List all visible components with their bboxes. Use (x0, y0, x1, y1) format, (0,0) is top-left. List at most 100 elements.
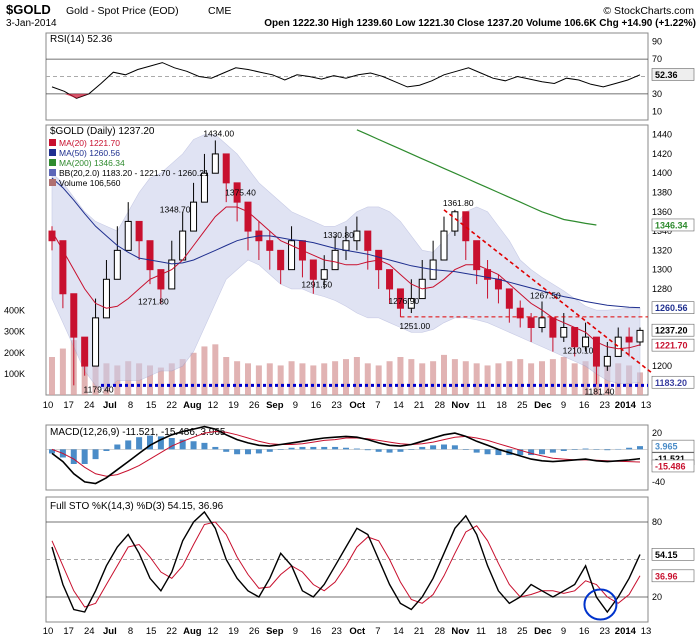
rsi-ytick: 70 (652, 54, 662, 64)
macd-value-tag: -11.521 (655, 454, 685, 464)
macd-histogram-bar (560, 449, 567, 451)
candle-body (288, 240, 296, 271)
macd-histogram-bar (212, 446, 219, 450)
bollinger-band (51, 134, 641, 391)
candle-body (157, 269, 165, 290)
sto-xlabel: 26 (249, 626, 260, 637)
macd-histogram-bar (539, 449, 545, 455)
candle-body (266, 240, 274, 251)
macd-histogram-bar (136, 437, 143, 450)
price-annotation: 1271.80 (138, 297, 169, 307)
volume-bar (430, 361, 437, 395)
sto-xlabel: 23 (331, 626, 342, 637)
price-xlabel: 23 (331, 400, 342, 411)
price-legend-item: BB(20,2.0) 1183.20 - 1221.70 - 1260.21 (59, 168, 209, 178)
sto-ytick: 80 (652, 517, 662, 527)
sto-xlabel: 15 (146, 626, 157, 637)
price-value-tag: 1183.20 (655, 378, 687, 388)
sto-xlabel: 19 (228, 626, 239, 637)
price-value-tag: 1346.34 (655, 220, 688, 230)
volume-bar (321, 363, 328, 395)
macd-histogram-bar (637, 446, 643, 450)
macd-histogram-bar (604, 449, 611, 451)
volume-bar (332, 361, 339, 395)
price-ytick: 1200 (652, 361, 672, 371)
quote-date: 3-Jan-2014 (6, 18, 57, 29)
candle-body (625, 336, 633, 343)
macd-line (51, 425, 641, 485)
macd-histogram-bar (517, 449, 524, 456)
price-xlabel: 13 (641, 400, 652, 411)
volume-bar (419, 363, 426, 395)
candle-body (440, 230, 448, 261)
candle-body (636, 329, 644, 343)
rsi-value-tag-box (651, 68, 695, 81)
sto-xlabel: 8 (128, 626, 133, 637)
price-legend-item: Volume 106,560 (59, 178, 121, 188)
sto-xlabel: 9 (293, 626, 298, 637)
volume-bar (441, 354, 447, 395)
macd-histogram-bar (255, 449, 262, 454)
sto-k-line (51, 510, 641, 614)
volume-bar (223, 357, 230, 395)
macd-histogram-bar (528, 449, 535, 456)
candle-body (331, 249, 339, 271)
candle-body (407, 298, 415, 309)
macd-title: MACD(12,26,9) -11.521, -15.486, 3.965 (50, 427, 226, 438)
macd-histogram-bar (386, 449, 393, 453)
volume-bar (495, 363, 502, 395)
volume-bar (473, 363, 480, 395)
price-ytick: 1420 (652, 149, 672, 159)
legend-swatch (49, 169, 56, 176)
resistance-trendline (443, 209, 654, 375)
price-ytick: 1280 (652, 284, 672, 294)
volume-bar (517, 359, 524, 395)
candle-body (190, 201, 198, 232)
candle-body (168, 259, 176, 290)
sto-xlabel: Jul (103, 626, 117, 637)
candle-body (473, 240, 481, 271)
volume-bar (179, 359, 186, 395)
highlight-circle (583, 588, 618, 621)
price-value-tag: 1221.70 (655, 341, 688, 351)
price-value-tag-box (651, 375, 695, 389)
candle-body (505, 288, 513, 309)
volume-bar (397, 357, 404, 395)
price-xlabel: 21 (414, 400, 425, 411)
rsi-ytick: 90 (652, 37, 662, 47)
volume-bar (49, 357, 55, 395)
candle-body (277, 249, 285, 271)
price-xlabel: 17 (63, 400, 74, 411)
price-xlabel: 25 (517, 400, 528, 411)
candle-body (92, 317, 100, 367)
sto-value-tag: 54.15 (655, 550, 678, 560)
candle-body (603, 355, 611, 367)
legend-swatch (49, 139, 56, 146)
price-annotation: 1179.40 (84, 384, 114, 394)
price-annotation: 1348.70 (160, 204, 191, 214)
sto-xlabel: 17 (63, 626, 74, 637)
macd-histogram-bar (353, 448, 360, 450)
chart-panels: RSI(14) 52.36907050301052.36144014201400… (4, 32, 695, 637)
macd-histogram-bar (234, 449, 241, 455)
price-xlabel: 14 (393, 400, 404, 411)
volume-bar (299, 363, 306, 395)
price-xlabel: 8 (128, 400, 133, 411)
price-value-tag: 1237.20 (655, 326, 688, 336)
sto-title: Full STO %K(14,3) %D(3) 54.15, 36.96 (50, 501, 224, 512)
quote-line: Open 1222.30 High 1239.60 Low 1221.30 Cl… (264, 18, 696, 29)
macd-histogram-bar (223, 449, 230, 452)
price-xlabel: 12 (208, 400, 219, 411)
price-ytick: 1320 (652, 245, 672, 255)
volume-bar (560, 357, 567, 395)
macd-histogram-bar (626, 447, 633, 450)
macd-histogram-bar (484, 449, 491, 455)
volume-bar (190, 352, 197, 395)
macd-value-tag-box (651, 459, 695, 473)
sto-d-line (51, 521, 641, 608)
candle-body (560, 327, 568, 338)
volume-ytick: 200K (4, 348, 25, 358)
price-value-tag-box (651, 301, 695, 314)
macd-ytick: -40 (652, 477, 665, 487)
price-xlabel: Aug (183, 400, 202, 411)
